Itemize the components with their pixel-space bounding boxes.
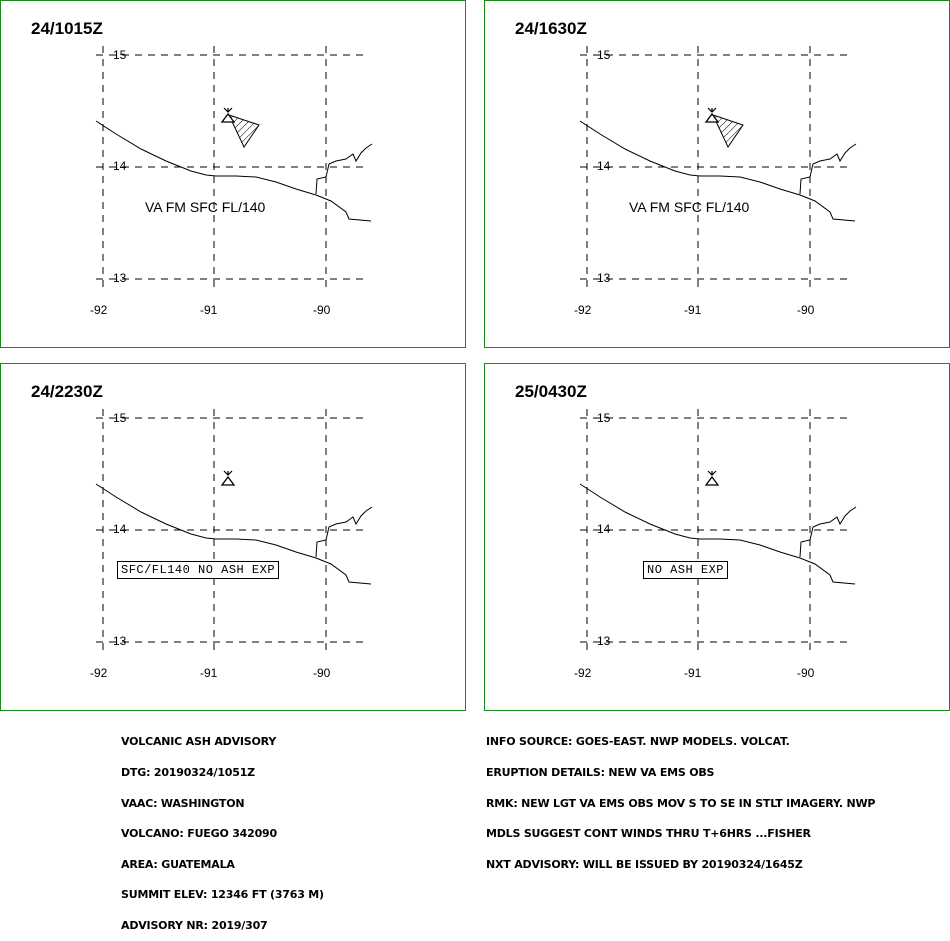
panel-time: 25/0430Z <box>515 382 587 401</box>
advisory-line: AREA: GUATEMALA <box>121 857 235 871</box>
map-canvas <box>95 409 373 656</box>
panel-time: 24/2230Z <box>31 382 103 401</box>
forecast-panel-2: 24/1630Z 15 14 13 -92 -91 -90 VA FM SFC … <box>484 0 950 348</box>
no-ash-box: SFC/FL140 NO ASH EXP <box>117 561 280 579</box>
volcano-icon <box>220 112 236 123</box>
coastline <box>315 506 373 558</box>
coastline <box>315 143 373 195</box>
coastline <box>799 143 857 195</box>
lon-label-91: -91 <box>684 666 702 680</box>
lon-label-90: -90 <box>313 666 331 680</box>
volcano-icon <box>704 475 720 486</box>
panel-time: 24/1630Z <box>515 19 587 38</box>
lon-label-91: -91 <box>200 666 218 680</box>
advisory-line: NXT ADVISORY: WILL BE ISSUED BY 20190324… <box>486 857 803 871</box>
lon-label-90: -90 <box>797 666 815 680</box>
forecast-panel-1: 24/1015Z 15 14 13 -92 -91 -90 VA FM SFC … <box>0 0 466 348</box>
lat-label-14: 14 <box>113 159 127 173</box>
coastline <box>579 120 856 222</box>
volcano-eruption-icon <box>223 107 233 113</box>
lon-label-92: -92 <box>574 303 592 317</box>
lon-label-92: -92 <box>574 666 592 680</box>
volcano-eruption-icon <box>707 107 717 113</box>
coastline <box>799 506 857 558</box>
coastline <box>95 120 372 222</box>
lat-label-13: 13 <box>597 271 611 285</box>
lat-label-14: 14 <box>113 522 127 536</box>
lon-label-90: -90 <box>797 303 815 317</box>
volcano-icon <box>704 112 720 123</box>
lon-label-92: -92 <box>90 303 108 317</box>
advisory-remarks-block: INFO SOURCE: GOES-EAST. NWP MODELS. VOLC… <box>486 717 875 880</box>
volcano-eruption-icon <box>223 470 233 476</box>
lat-label-14: 14 <box>597 159 611 173</box>
advisory-line: MDLS SUGGEST CONT WINDS THRU T+6HRS ...F… <box>486 827 811 841</box>
advisory-line: RMK: NEW LGT VA EMS OBS MOV S TO SE IN S… <box>486 796 876 810</box>
advisory-header-block: VOLCANIC ASH ADVISORY DTG: 20190324/1051… <box>121 717 324 941</box>
lon-label-92: -92 <box>90 666 108 680</box>
advisory-line: INFO SOURCE: GOES-EAST. NWP MODELS. VOLC… <box>486 735 790 749</box>
panel-time: 24/1015Z <box>31 19 103 38</box>
map-canvas <box>579 409 857 656</box>
lat-label-13: 13 <box>113 634 127 648</box>
ash-level-text: VA FM SFC FL/140 <box>629 199 750 215</box>
map-canvas <box>579 46 857 293</box>
advisory-line: DTG: 20190324/1051Z <box>121 766 255 779</box>
volcano-eruption-icon <box>707 470 717 476</box>
no-ash-box: NO ASH EXP <box>643 561 729 579</box>
forecast-panel-3: 24/2230Z 15 14 13 -92 -91 -90 SFC/FL140 … <box>0 363 466 711</box>
advisory-line: ADVISORY NR: 2019/307 <box>121 918 268 932</box>
advisory-line: VOLCANO: FUEGO 342090 <box>121 827 277 841</box>
lon-label-91: -91 <box>200 303 218 317</box>
volcano-icon <box>220 475 236 486</box>
lat-label-13: 13 <box>113 271 127 285</box>
advisory-line: SUMMIT ELEV: 12346 FT (3763 M) <box>121 888 324 902</box>
lat-label-15: 15 <box>113 48 127 62</box>
lat-label-15: 15 <box>113 411 127 425</box>
ash-cloud-polygon <box>712 114 744 149</box>
lat-label-15: 15 <box>597 411 611 425</box>
lon-label-91: -91 <box>684 303 702 317</box>
advisory-line: VAAC: WASHINGTON <box>121 796 245 810</box>
lat-label-13: 13 <box>597 634 611 648</box>
coastline <box>579 483 856 585</box>
coastline <box>95 483 372 585</box>
ash-level-text: VA FM SFC FL/140 <box>145 199 266 215</box>
ash-cloud-polygon <box>228 114 260 149</box>
map-canvas <box>95 46 373 293</box>
lon-label-90: -90 <box>313 303 331 317</box>
advisory-line: ERUPTION DETAILS: NEW VA EMS OBS <box>486 766 715 779</box>
lat-label-14: 14 <box>597 522 611 536</box>
advisory-line: VOLCANIC ASH ADVISORY <box>121 735 277 749</box>
forecast-panel-4: 25/0430Z 15 14 13 -92 -91 -90 NO ASH EXP <box>484 363 950 711</box>
lat-label-15: 15 <box>597 48 611 62</box>
